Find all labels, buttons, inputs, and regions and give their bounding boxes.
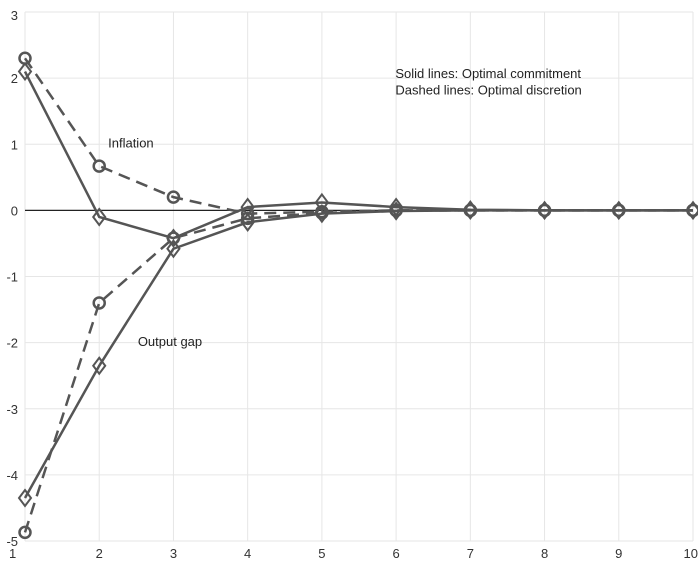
data-point-diamond bbox=[314, 192, 330, 213]
x-tick-label: 7 bbox=[467, 546, 474, 561]
tick-labels: 1 2 3 4 5 6 7 8 9 10 -5 -4 -3 -2 -1 0 1 2 3 bbox=[6, 8, 698, 561]
x-tick-label: 6 bbox=[392, 546, 399, 561]
data-point-diamond bbox=[166, 239, 181, 259]
data-point-circle bbox=[18, 51, 32, 66]
grid bbox=[24, 11, 694, 542]
y-tick-label: -2 bbox=[6, 336, 18, 351]
series-line bbox=[23, 57, 693, 215]
x-tick-label: 3 bbox=[170, 546, 177, 561]
y-tick-label: -4 bbox=[6, 468, 18, 483]
data-point-circle bbox=[166, 231, 181, 245]
data-point-circle bbox=[92, 159, 106, 173]
data-point-circle bbox=[240, 211, 255, 226]
data-point-diamond bbox=[17, 488, 33, 508]
data-point-diamond bbox=[91, 207, 107, 227]
y-tick-label: 2 bbox=[11, 71, 18, 86]
data-point-circle bbox=[92, 296, 106, 310]
y-tick-label: -3 bbox=[6, 402, 18, 417]
x-tick-label: 2 bbox=[96, 546, 103, 561]
y-tick-label: 1 bbox=[11, 137, 18, 152]
data-point-circle bbox=[166, 190, 181, 204]
data-point-diamond bbox=[17, 61, 33, 82]
x-tick-label: 1 bbox=[9, 546, 16, 561]
data-point-circle bbox=[612, 203, 626, 218]
series-line bbox=[23, 209, 693, 533]
x-tick-label: 10 bbox=[684, 546, 698, 561]
data-point-diamond bbox=[91, 356, 107, 376]
data-point-circle bbox=[537, 203, 552, 218]
x-tick-label: 9 bbox=[615, 546, 622, 561]
data-point-circle bbox=[240, 206, 255, 221]
annotation-text: Inflation bbox=[108, 136, 154, 151]
data-point-circle bbox=[315, 206, 329, 220]
x-tick-label: 5 bbox=[318, 546, 325, 561]
y-tick-label: 3 bbox=[11, 8, 18, 23]
y-tick-label: -1 bbox=[6, 270, 18, 285]
data-point-circle bbox=[686, 203, 698, 218]
series-layer bbox=[17, 51, 698, 540]
data-point-diamond bbox=[240, 212, 255, 232]
y-tick-label: 0 bbox=[11, 203, 18, 218]
annotation-text: Dashed lines: Optimal discretion bbox=[395, 83, 581, 98]
x-tick-label: 4 bbox=[244, 546, 251, 561]
series-3 bbox=[18, 203, 698, 540]
data-point-circle bbox=[18, 525, 32, 540]
data-point-circle bbox=[389, 203, 403, 218]
annotation-text: Output gap bbox=[138, 334, 202, 349]
y-tick-label: -5 bbox=[6, 534, 18, 549]
x-tick-label: 8 bbox=[541, 546, 548, 561]
annotations: Inflation Output gap Solid lines: Optimal … bbox=[108, 66, 582, 349]
annotation-text: Solid lines: Optimal commitment bbox=[395, 66, 581, 81]
data-point-circle bbox=[463, 203, 478, 218]
